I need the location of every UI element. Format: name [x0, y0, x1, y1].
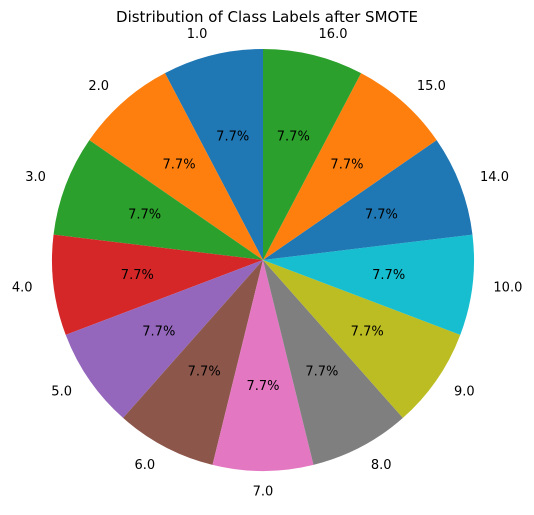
slice-pct-label: 7.7%	[163, 158, 196, 173]
pie-slice	[263, 260, 403, 465]
pie-slice	[123, 260, 263, 465]
slice-label: 14.0	[480, 170, 509, 185]
slice-label: 6.0	[134, 458, 155, 473]
pie-slice	[53, 140, 264, 260]
slice-label: 16.0	[319, 27, 348, 42]
slice-label: 4.0	[12, 280, 33, 295]
slice-pct-label: 7.7%	[365, 208, 398, 223]
pie-slice	[263, 73, 437, 260]
pie-slice	[89, 73, 263, 260]
slice-pct-label: 7.7%	[216, 130, 249, 145]
slice-label: 15.0	[417, 79, 446, 94]
slice-label: 7.0	[253, 485, 274, 500]
pie-slice	[52, 234, 264, 335]
slice-pct-label: 7.7%	[128, 208, 161, 223]
pie-slice	[263, 49, 362, 260]
slice-pct-label: 7.7%	[330, 158, 363, 173]
pie-slice	[65, 260, 263, 418]
slice-label: 9.0	[454, 384, 475, 399]
pie-slice	[212, 260, 314, 471]
pie-slice	[263, 140, 473, 260]
chart-title: Distribution of Class Labels after SMOTE	[116, 8, 418, 26]
pie-slice	[164, 49, 263, 260]
pie-slice	[263, 234, 474, 335]
slice-label: 8.0	[371, 458, 392, 473]
slice-label: 10.0	[493, 280, 522, 295]
pie-slice	[263, 260, 461, 418]
slice-label: 3.0	[25, 170, 46, 185]
slice-pct-label: 7.7%	[305, 365, 338, 380]
slice-pct-label: 7.7%	[142, 324, 175, 339]
slice-label: 5.0	[51, 384, 72, 399]
slice-label: 1.0	[187, 27, 208, 42]
slice-pct-label: 7.7%	[121, 268, 154, 283]
slice-pct-label: 7.7%	[188, 365, 221, 380]
slice-pct-label: 7.7%	[246, 379, 279, 394]
slice-pct-label: 7.7%	[351, 324, 384, 339]
slice-label: 2.0	[88, 79, 109, 94]
slice-pct-label: 7.7%	[277, 130, 310, 145]
slice-pct-label: 7.7%	[372, 268, 405, 283]
